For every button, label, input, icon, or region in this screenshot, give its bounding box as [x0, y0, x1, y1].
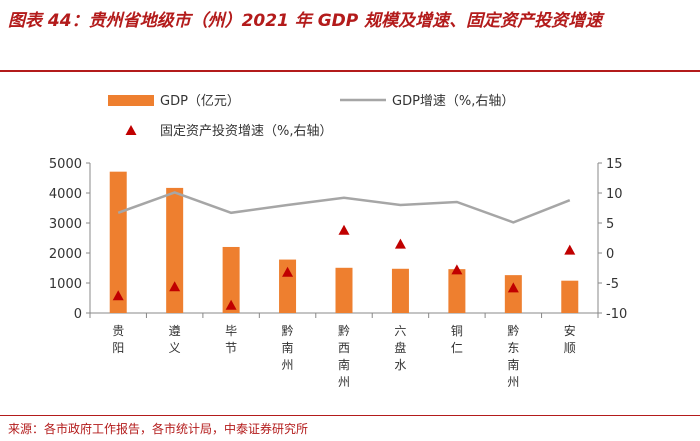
- left-tick-label: 4000: [49, 187, 82, 202]
- legend-marker-label: 固定资产投资增速（%,右轴）: [160, 123, 333, 139]
- gdp-growth-line: [117, 191, 571, 224]
- left-tick-label: 1000: [49, 277, 82, 292]
- title-divider: [0, 70, 700, 72]
- source-note: 来源：各市政府工作报告，各市统计局，中泰证券研究所: [8, 422, 309, 436]
- page-title: 图表 44：贵州省地级市（州）2021 年 GDP 规模及增速、固定资产投资增速: [8, 11, 603, 31]
- fai-growth-marker: [338, 224, 350, 235]
- right-tick-label: 10: [606, 187, 623, 202]
- fai-growth-marker: [564, 244, 576, 255]
- x-category-label: 黔西南州: [338, 323, 350, 389]
- left-tick-label: 0: [74, 307, 82, 322]
- fai-growth-marker: [225, 299, 237, 310]
- fai-growth-marker: [169, 281, 181, 292]
- x-category-label: 铜仁: [451, 323, 463, 355]
- legend-bar-swatch: [108, 95, 154, 106]
- x-category-label: 黔东南州: [507, 323, 519, 389]
- legend-bar-label: GDP（亿元）: [160, 94, 240, 109]
- gdp-bar: [504, 275, 522, 313]
- gdp-bar: [109, 171, 127, 313]
- fai-growth-marker: [507, 282, 519, 293]
- gdp-bar: [561, 280, 579, 313]
- x-category-label: 遵义: [169, 323, 181, 355]
- footer-divider: [0, 415, 700, 416]
- fai-growth-marker: [451, 264, 463, 275]
- gdp-bar: [166, 187, 184, 313]
- fai-growth-marker: [112, 290, 124, 301]
- legend-line-label: GDP增速（%,右轴）: [392, 94, 514, 109]
- x-category-label: 安顺: [564, 323, 576, 355]
- right-tick-label: -5: [606, 277, 619, 292]
- legend-marker-swatch: [125, 125, 137, 135]
- gdp-bar: [335, 267, 353, 313]
- left-tick-label: 5000: [49, 157, 82, 172]
- right-tick-label: 15: [606, 157, 623, 172]
- x-category-label: 毕节: [225, 324, 237, 355]
- fai-growth-marker: [394, 238, 406, 249]
- left-tick-label: 2000: [49, 247, 82, 262]
- x-category-label: 六盘水: [394, 324, 406, 372]
- x-category-label: 黔南州: [282, 323, 294, 372]
- right-tick-label: 0: [606, 247, 614, 262]
- x-category-label: 贵阳: [112, 324, 124, 355]
- gdp-bar: [279, 259, 297, 313]
- right-tick-label: -10: [606, 307, 627, 322]
- gdp-bar: [222, 246, 240, 313]
- right-tick-label: 5: [606, 217, 614, 232]
- gdp-bar: [448, 269, 466, 313]
- left-tick-label: 3000: [49, 217, 82, 232]
- gdp-bar: [391, 268, 409, 313]
- fai-growth-marker: [282, 266, 294, 277]
